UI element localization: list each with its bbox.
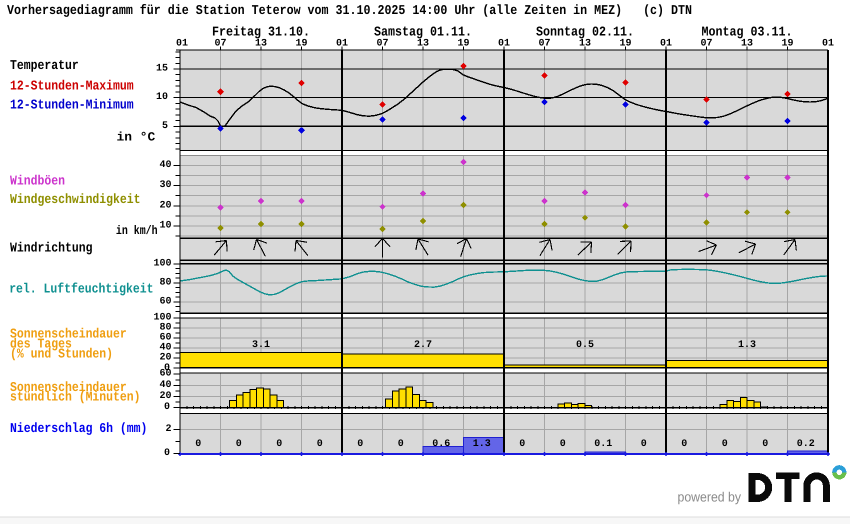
svg-text:10: 10 bbox=[159, 220, 171, 231]
svg-text:15: 15 bbox=[156, 64, 168, 75]
svg-text:01: 01 bbox=[498, 38, 510, 49]
svg-text:0: 0 bbox=[164, 448, 170, 459]
svg-text:19: 19 bbox=[457, 38, 469, 49]
svg-text:0: 0 bbox=[398, 439, 404, 450]
svg-text:0.5: 0.5 bbox=[576, 340, 594, 351]
svg-text:Samstag 01.11.: Samstag 01.11. bbox=[374, 26, 472, 41]
svg-text:100: 100 bbox=[153, 258, 171, 269]
svg-text:13: 13 bbox=[417, 38, 429, 49]
svg-text:80: 80 bbox=[159, 323, 171, 334]
svg-text:07: 07 bbox=[376, 38, 388, 49]
svg-text:Montag 03.11.: Montag 03.11. bbox=[702, 26, 793, 41]
svg-text:1.3: 1.3 bbox=[473, 439, 491, 450]
svg-text:13: 13 bbox=[579, 38, 591, 49]
svg-text:01: 01 bbox=[176, 38, 188, 49]
svg-text:01: 01 bbox=[660, 38, 672, 49]
svg-text:stündlich (Minuten): stündlich (Minuten) bbox=[10, 390, 141, 405]
svg-text:Sonnenscheindauer: Sonnenscheindauer bbox=[10, 328, 127, 343]
svg-text:1.3: 1.3 bbox=[738, 340, 756, 351]
svg-text:Vorhersagediagramm für die Sta: Vorhersagediagramm für die Station Teter… bbox=[7, 4, 692, 19]
svg-text:5: 5 bbox=[162, 121, 168, 132]
svg-text:0.1: 0.1 bbox=[594, 439, 612, 450]
svg-text:0: 0 bbox=[357, 439, 363, 450]
svg-text:0.2: 0.2 bbox=[797, 439, 815, 450]
svg-text:Windböen: Windböen bbox=[10, 175, 65, 190]
svg-text:Windrichtung: Windrichtung bbox=[10, 241, 92, 256]
svg-text:40: 40 bbox=[159, 160, 171, 171]
svg-text:Windgeschwindigkeit: Windgeschwindigkeit bbox=[10, 193, 141, 208]
svg-text:0: 0 bbox=[236, 439, 242, 450]
svg-text:20: 20 bbox=[159, 391, 171, 402]
svg-text:01: 01 bbox=[336, 38, 348, 49]
svg-text:20: 20 bbox=[159, 353, 171, 364]
svg-text:(% und Stunden): (% und Stunden) bbox=[10, 348, 113, 363]
svg-text:Temperatur: Temperatur bbox=[10, 59, 79, 74]
svg-text:0: 0 bbox=[317, 439, 323, 450]
svg-text:40: 40 bbox=[159, 380, 171, 391]
svg-text:0: 0 bbox=[681, 439, 687, 450]
svg-text:13: 13 bbox=[255, 38, 267, 49]
svg-text:19: 19 bbox=[781, 38, 793, 49]
svg-text:30: 30 bbox=[159, 180, 171, 191]
svg-text:40: 40 bbox=[159, 343, 171, 354]
svg-text:07: 07 bbox=[538, 38, 550, 49]
svg-text:rel. Luftfeuchtigkeit: rel. Luftfeuchtigkeit bbox=[9, 282, 153, 297]
svg-text:20: 20 bbox=[159, 200, 171, 211]
svg-text:0.6: 0.6 bbox=[432, 439, 450, 450]
svg-text:13: 13 bbox=[741, 38, 753, 49]
svg-text:in °C: in °C bbox=[117, 130, 156, 144]
svg-text:07: 07 bbox=[700, 38, 712, 49]
svg-text:des Tages: des Tages bbox=[10, 338, 72, 353]
svg-text:3.1: 3.1 bbox=[252, 340, 270, 351]
svg-text:0: 0 bbox=[560, 439, 566, 450]
svg-text:0: 0 bbox=[762, 439, 768, 450]
svg-text:100: 100 bbox=[153, 313, 171, 324]
svg-text:01: 01 bbox=[822, 38, 834, 49]
svg-text:0: 0 bbox=[195, 439, 201, 450]
svg-text:Freitag 31.10.: Freitag 31.10. bbox=[212, 26, 310, 41]
svg-text:Sonnenscheindauer: Sonnenscheindauer bbox=[10, 381, 127, 396]
svg-text:07: 07 bbox=[214, 38, 226, 49]
svg-text:12-Stunden-Maximum: 12-Stunden-Maximum bbox=[10, 80, 134, 95]
svg-text:19: 19 bbox=[295, 38, 307, 49]
svg-text:Sonntag 02.11.: Sonntag 02.11. bbox=[536, 26, 634, 41]
svg-text:12-Stunden-Minimum: 12-Stunden-Minimum bbox=[10, 99, 134, 114]
svg-text:0: 0 bbox=[164, 402, 170, 413]
svg-text:0: 0 bbox=[722, 439, 728, 450]
svg-text:80: 80 bbox=[159, 277, 171, 288]
svg-text:60: 60 bbox=[159, 333, 171, 344]
svg-text:0: 0 bbox=[519, 439, 525, 450]
svg-text:60: 60 bbox=[159, 296, 171, 307]
svg-text:19: 19 bbox=[619, 38, 631, 49]
svg-text:60: 60 bbox=[159, 369, 171, 380]
svg-text:powered by: powered by bbox=[678, 490, 742, 505]
svg-text:10: 10 bbox=[156, 92, 168, 103]
svg-text:0: 0 bbox=[164, 363, 170, 374]
svg-text:2.7: 2.7 bbox=[414, 340, 432, 351]
svg-text:in km/h: in km/h bbox=[116, 224, 158, 238]
svg-text:2: 2 bbox=[165, 424, 171, 435]
svg-text:0: 0 bbox=[276, 439, 282, 450]
svg-text:0: 0 bbox=[641, 439, 647, 450]
svg-text:Niederschlag 6h (mm): Niederschlag 6h (mm) bbox=[10, 422, 147, 437]
